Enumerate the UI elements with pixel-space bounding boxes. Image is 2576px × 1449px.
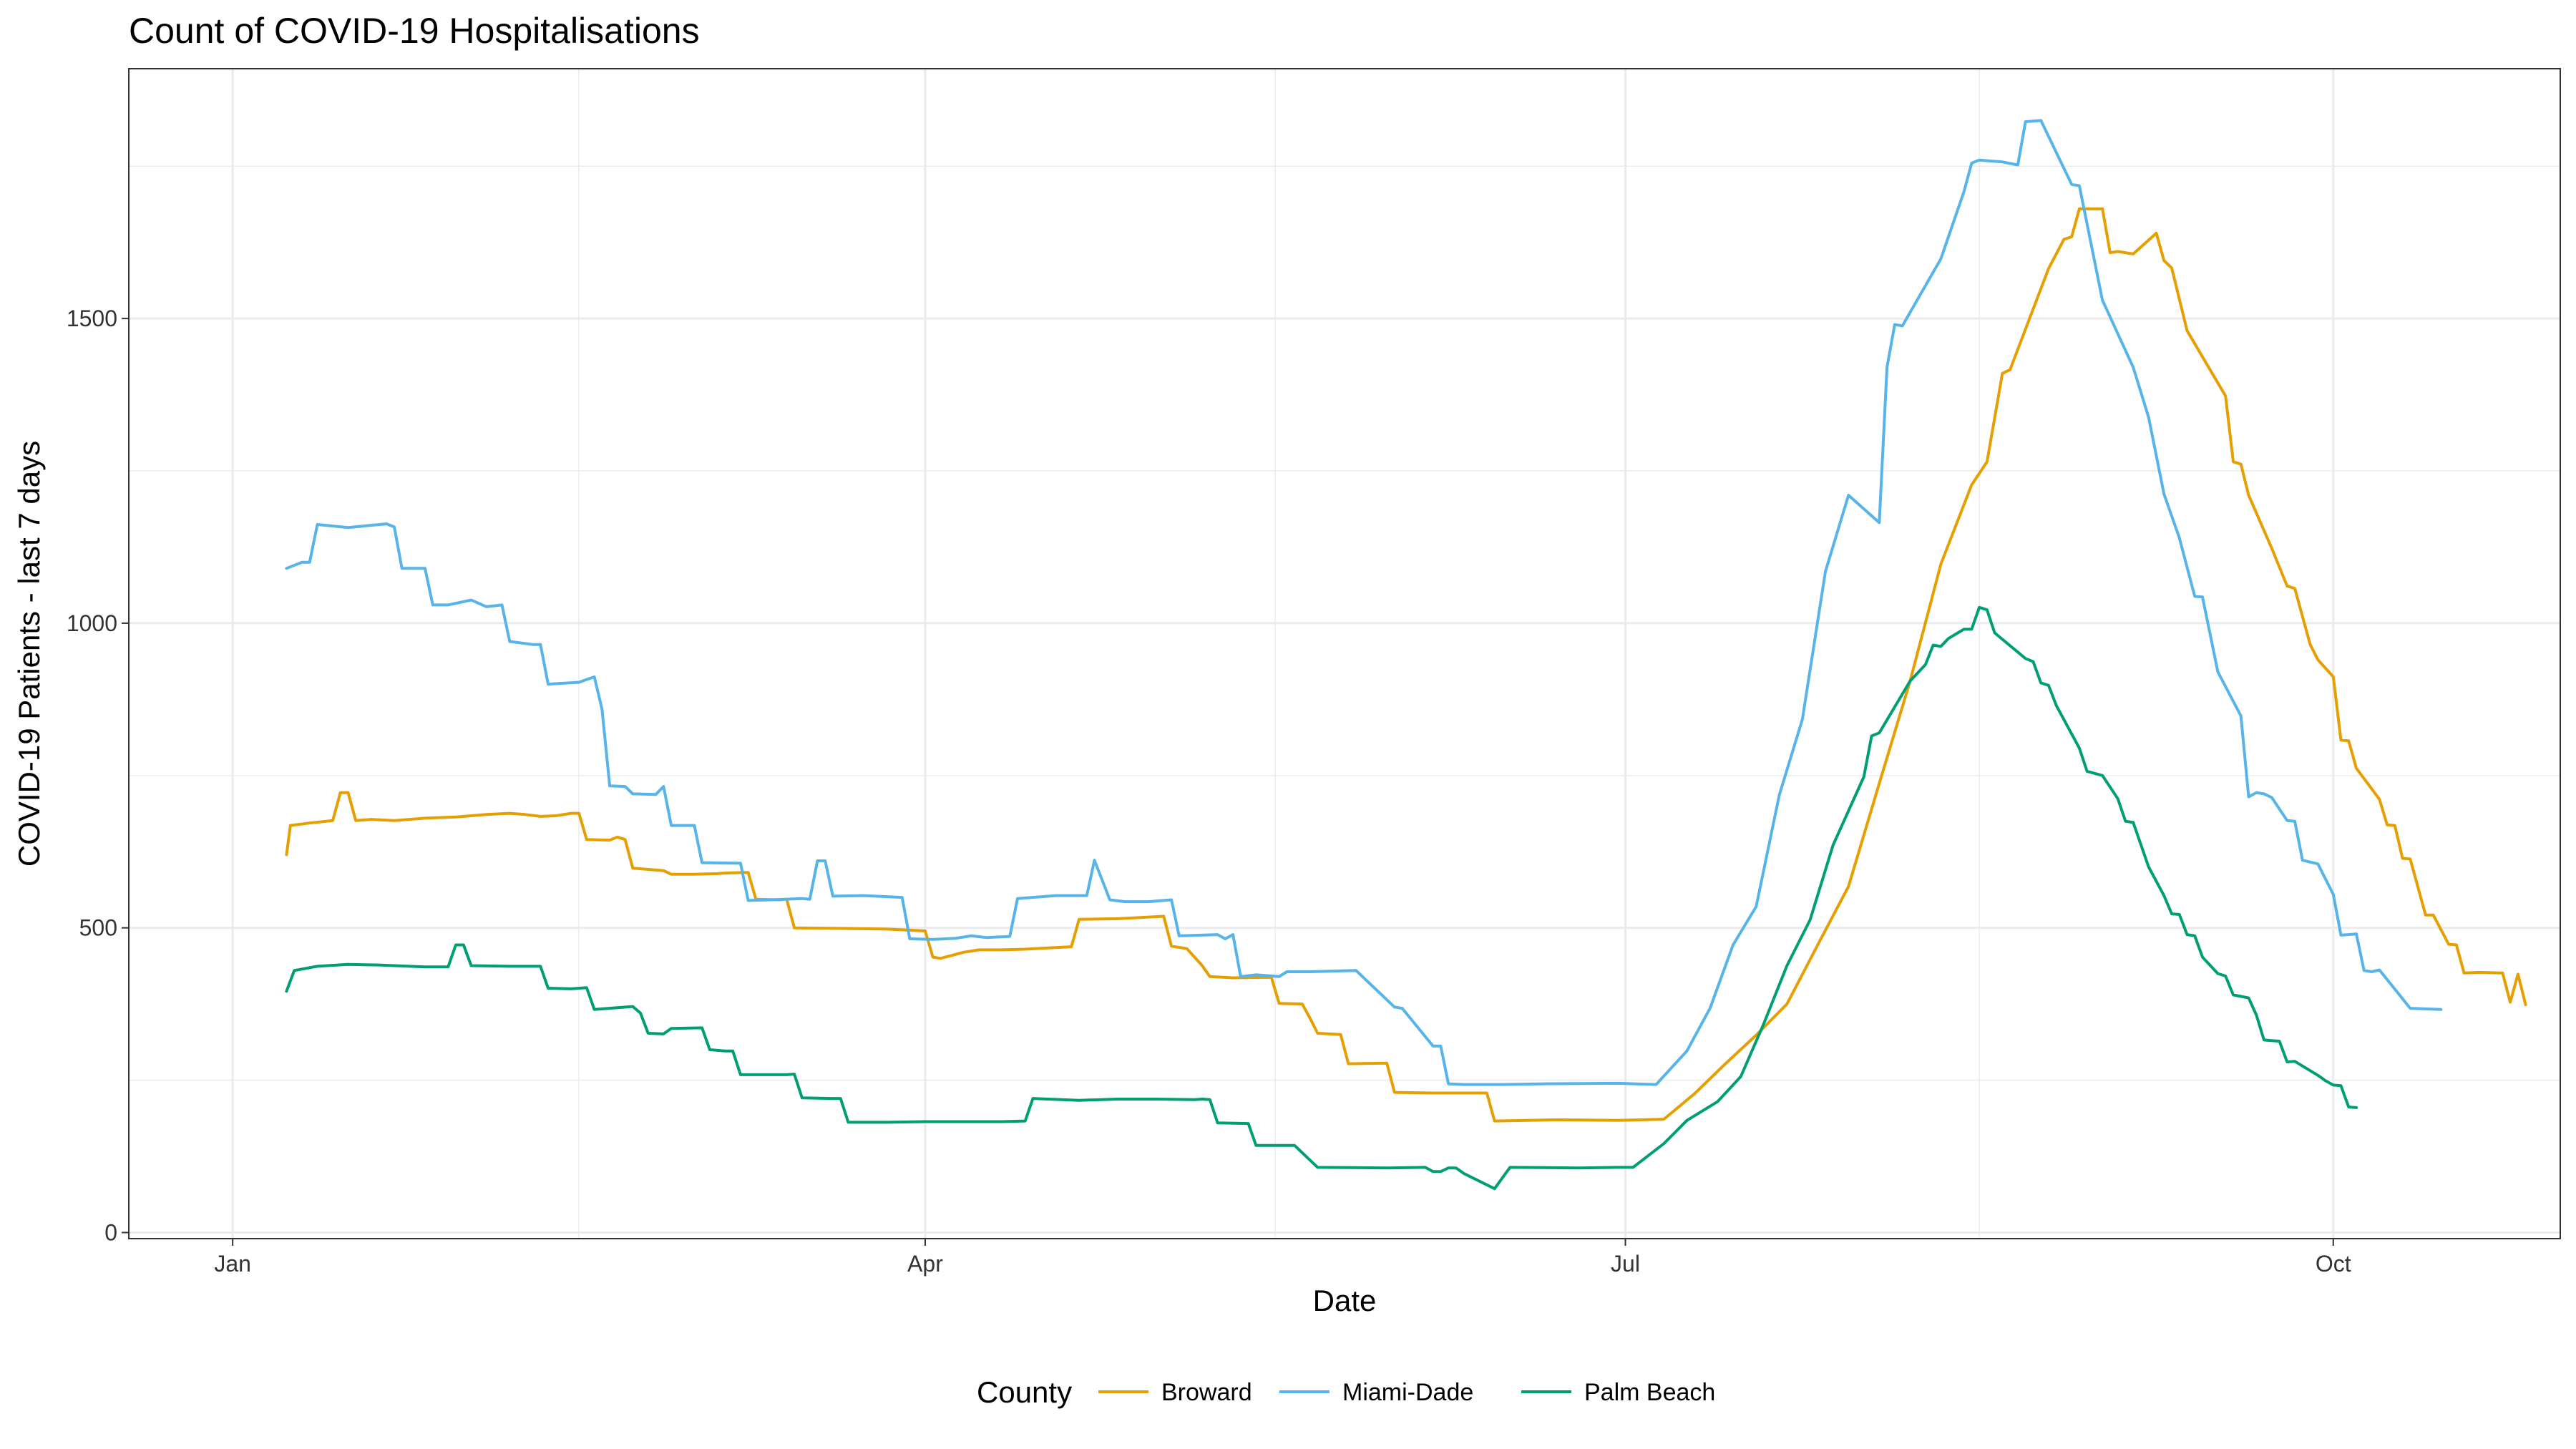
legend-label: Miami-Dade (1342, 1379, 1473, 1406)
y-tick-label: 500 (79, 915, 117, 941)
series-lines (285, 119, 2527, 1191)
series-line-palm-beach (285, 605, 2358, 1191)
series-line-broward (285, 207, 2527, 1123)
x-tick-label: Oct (2316, 1251, 2351, 1277)
plot-panel-border (128, 68, 2561, 1239)
legend-label: Broward (1161, 1379, 1252, 1406)
y-axis-title: COVID-19 Patients - last 7 days (12, 441, 46, 867)
series-line-miami-dade (285, 119, 2443, 1086)
axes: 0 500 1000 1500 Jan Apr Jul Oct (67, 306, 2351, 1277)
grid-lines (129, 69, 2560, 1239)
x-axis-title: Date (1313, 1284, 1377, 1317)
legend-label: Palm Beach (1584, 1379, 1715, 1406)
y-tick-label: 1500 (67, 306, 117, 331)
y-tick-label: 0 (104, 1219, 117, 1245)
chart-title: Count of COVID-19 Hospitalisations (129, 11, 700, 51)
x-tick-label: Apr (907, 1251, 943, 1277)
legend-title: County (977, 1375, 1072, 1409)
x-tick-label: Jul (1611, 1251, 1640, 1277)
legend: County Broward Miami-Dade Palm Beach (977, 1375, 1715, 1409)
x-tick-label: Jan (214, 1251, 251, 1277)
y-tick-label: 1000 (67, 610, 117, 636)
